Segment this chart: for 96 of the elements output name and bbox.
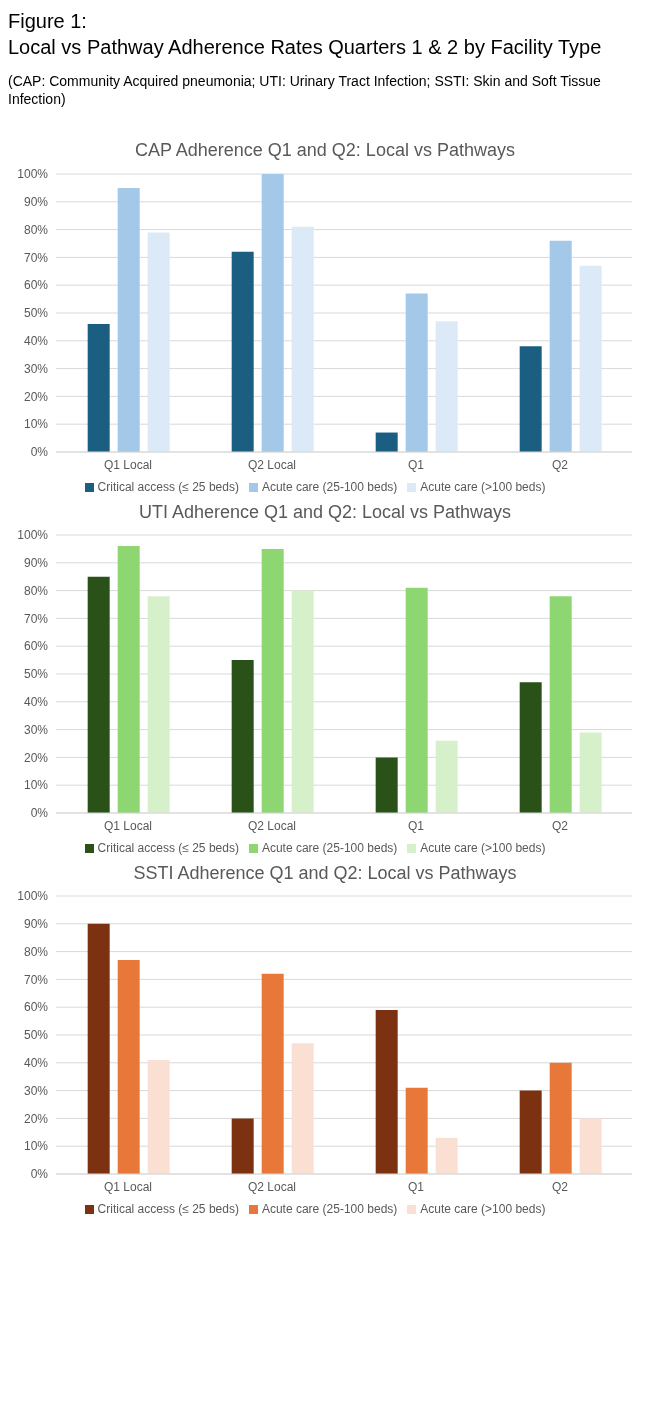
bar: [87, 323, 110, 452]
bar: [291, 590, 314, 813]
y-tick-label: 10%: [23, 417, 49, 432]
bar: [261, 973, 284, 1174]
x-tick-label: Q2: [551, 818, 569, 833]
legend-label: Critical access (≤ 25 beds): [97, 479, 239, 494]
bar: [147, 595, 170, 813]
y-tick-label: 20%: [23, 389, 49, 404]
x-tick-label: Q1 Local: [103, 818, 153, 833]
x-tick-label: Q2 Local: [247, 457, 297, 472]
x-tick-label: Q2 Local: [247, 1179, 297, 1194]
x-tick-label: Q1: [407, 818, 425, 833]
bar: [519, 345, 542, 452]
legend-label: Acute care (>100 beds): [420, 840, 546, 855]
bar: [579, 1118, 602, 1174]
bar: [87, 576, 110, 813]
y-tick-label: 50%: [23, 667, 49, 682]
y-tick-label: 90%: [23, 194, 49, 209]
y-tick-label: 100%: [17, 889, 49, 904]
legend-label: Acute care (>100 beds): [420, 1201, 546, 1216]
bar: [231, 1118, 254, 1174]
bar: [117, 187, 140, 452]
bar: [405, 587, 428, 813]
bar: [117, 959, 140, 1174]
y-tick-label: 10%: [23, 778, 49, 793]
legend-label: Acute care (25-100 beds): [261, 840, 398, 855]
text: (CAP: Community Acquired pneumonia; UTI: Urinary Tract Infection; SSTI: Skin and Soft Tissue Infection): [8, 72, 602, 109]
bar: [147, 1059, 170, 1174]
y-tick-label: 70%: [23, 972, 49, 987]
y-tick-label: 0%: [30, 1167, 49, 1182]
y-tick-label: 60%: [23, 639, 49, 654]
y-tick-label: 30%: [23, 722, 49, 737]
x-tick-label: Q2: [551, 1179, 569, 1194]
bar: [375, 1009, 398, 1174]
bar: [231, 251, 254, 452]
bar: [519, 682, 542, 813]
x-tick-label: Q1: [407, 457, 425, 472]
y-tick-label: 100%: [17, 166, 49, 181]
y-tick-label: 50%: [23, 305, 49, 320]
x-tick-label: Q2: [551, 457, 569, 472]
bar: [87, 923, 110, 1174]
x-tick-label: Q2 Local: [247, 818, 297, 833]
y-tick-label: 80%: [23, 944, 49, 959]
text: Local vs Pathway Adherence Rates Quarters 1 & 2 by Facility Type: [8, 35, 603, 60]
bar: [549, 595, 572, 813]
legend-label: Critical access (≤ 25 beds): [97, 840, 239, 855]
y-tick-label: 40%: [23, 1056, 49, 1070]
bar: [405, 293, 428, 452]
bar: [579, 265, 602, 452]
bar: [261, 173, 284, 452]
legend-label: Critical access (≤ 25 beds): [97, 1201, 239, 1216]
y-tick-label: 50%: [23, 1028, 49, 1043]
bar: [147, 231, 170, 452]
y-tick-label: 80%: [23, 583, 49, 598]
y-tick-label: 20%: [23, 1111, 49, 1126]
bar: [435, 740, 458, 813]
bar: [519, 1090, 542, 1174]
bar: [405, 1087, 428, 1174]
x-tick-label: Q1 Local: [103, 1179, 153, 1194]
y-tick-label: 20%: [23, 750, 49, 765]
chart-title: UTI Adherence Q1 and Q2: Local vs Pathways: [137, 500, 513, 524]
bar: [261, 548, 284, 813]
bar: [375, 757, 398, 813]
caption: Figure 1:: [8, 9, 88, 34]
y-tick-label: 60%: [23, 278, 49, 293]
y-tick-label: 30%: [23, 361, 49, 376]
y-tick-label: 100%: [17, 528, 49, 543]
bar: [549, 1062, 572, 1174]
bar: [231, 659, 254, 813]
x-tick-label: Q1: [407, 1179, 425, 1194]
x-tick-label: Q1 Local: [103, 457, 153, 472]
bar: [579, 732, 602, 813]
y-tick-label: 90%: [23, 917, 49, 931]
y-tick-label: 90%: [23, 555, 49, 570]
bar: [291, 1043, 314, 1174]
y-tick-label: 0%: [30, 444, 49, 459]
y-tick-label: 0%: [30, 806, 49, 821]
y-tick-label: 30%: [23, 1083, 49, 1098]
legend-label: Acute care (25-100 beds): [261, 1201, 398, 1216]
y-tick-label: 60%: [23, 1000, 49, 1015]
legend-label: Acute care (>100 beds): [420, 479, 546, 494]
y-tick-label: 80%: [23, 222, 49, 237]
chart-title: SSTI Adherence Q1 and Q2: Local vs Pathways: [132, 861, 518, 885]
bar: [549, 240, 572, 452]
y-tick-label: 70%: [23, 250, 49, 265]
bar: [435, 1137, 458, 1174]
chart-title: CAP Adherence Q1 and Q2: Local vs Pathways: [134, 139, 516, 163]
bar: [375, 432, 398, 452]
legend-label: Acute care (25-100 beds): [261, 479, 398, 494]
y-tick-label: 40%: [23, 694, 49, 709]
y-tick-label: 70%: [23, 611, 49, 626]
bar: [435, 320, 458, 452]
bar: [117, 545, 140, 813]
bar: [291, 226, 314, 452]
y-tick-label: 10%: [23, 1139, 49, 1154]
y-tick-label: 40%: [23, 333, 49, 348]
